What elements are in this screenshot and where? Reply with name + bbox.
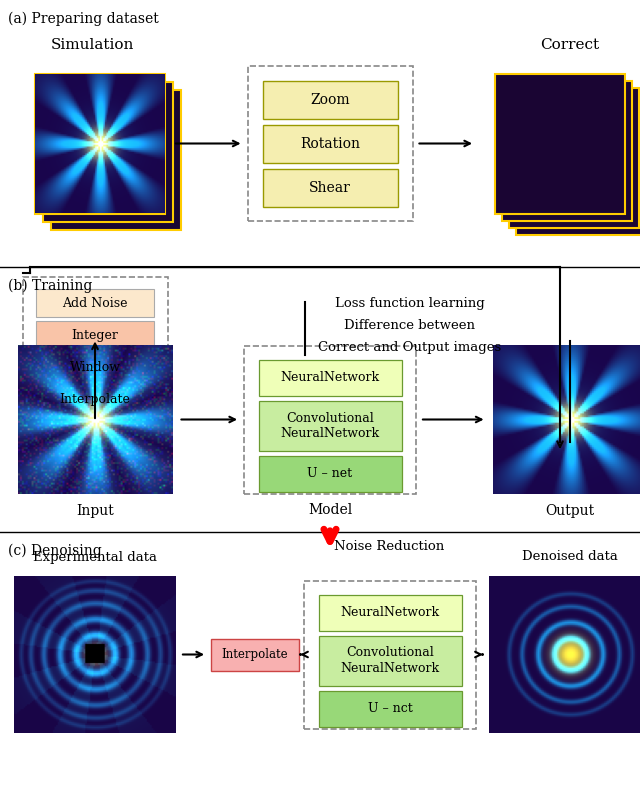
Text: Noise Reduction: Noise Reduction [334, 540, 444, 553]
Text: Loss function learning: Loss function learning [335, 297, 485, 310]
FancyBboxPatch shape [36, 385, 154, 413]
Text: Convolutional
NeuralNetwork: Convolutional NeuralNetwork [340, 646, 440, 674]
Text: Interpolate: Interpolate [221, 648, 288, 661]
FancyBboxPatch shape [319, 595, 461, 630]
FancyBboxPatch shape [259, 401, 401, 450]
FancyBboxPatch shape [262, 169, 397, 207]
Text: Input: Input [76, 505, 114, 519]
Text: Window: Window [70, 360, 120, 374]
Text: U – net: U – net [307, 467, 353, 480]
Text: Shear: Shear [309, 181, 351, 195]
Text: Rotation: Rotation [300, 137, 360, 151]
Text: U – nct: U – nct [367, 702, 412, 715]
Text: Interpolate: Interpolate [60, 392, 131, 406]
FancyBboxPatch shape [259, 456, 401, 492]
Text: Model: Model [308, 504, 352, 517]
Text: (b) Training: (b) Training [8, 279, 92, 293]
FancyBboxPatch shape [35, 73, 165, 214]
Text: (a) Preparing dataset: (a) Preparing dataset [8, 12, 159, 26]
Text: Output: Output [545, 505, 595, 519]
Text: Experimental data: Experimental data [33, 551, 157, 563]
FancyBboxPatch shape [509, 88, 639, 227]
FancyBboxPatch shape [319, 690, 461, 727]
Text: Correct: Correct [540, 37, 600, 52]
Text: Convolutional
NeuralNetwork: Convolutional NeuralNetwork [280, 411, 380, 439]
FancyBboxPatch shape [259, 359, 401, 395]
Text: Zoom: Zoom [310, 93, 350, 107]
FancyBboxPatch shape [262, 81, 397, 119]
FancyBboxPatch shape [51, 89, 181, 230]
FancyBboxPatch shape [43, 81, 173, 222]
Text: Correct and Output images: Correct and Output images [318, 341, 502, 354]
FancyBboxPatch shape [319, 635, 461, 685]
Text: NeuralNetwork: NeuralNetwork [280, 371, 380, 384]
FancyBboxPatch shape [211, 638, 299, 670]
Text: (c) Denoising: (c) Denoising [8, 544, 102, 559]
FancyBboxPatch shape [516, 95, 640, 234]
FancyBboxPatch shape [262, 125, 397, 163]
FancyBboxPatch shape [502, 80, 632, 221]
Text: Simulation: Simulation [51, 37, 134, 52]
FancyBboxPatch shape [36, 353, 154, 381]
FancyBboxPatch shape [495, 73, 625, 214]
FancyBboxPatch shape [36, 321, 154, 349]
Text: Denoised data: Denoised data [522, 551, 618, 563]
Text: Add Noise: Add Noise [62, 296, 128, 309]
FancyBboxPatch shape [36, 289, 154, 317]
Text: Difference between: Difference between [344, 319, 476, 332]
Text: NeuralNetwork: NeuralNetwork [340, 606, 440, 619]
Text: Integer: Integer [72, 328, 118, 341]
